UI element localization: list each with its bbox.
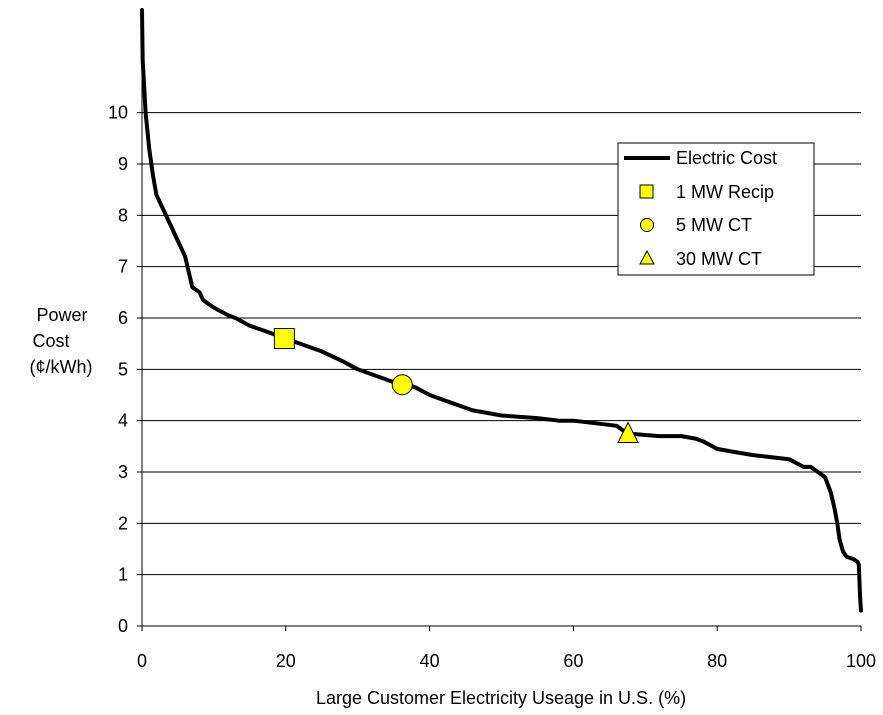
marker-5-mw-ct	[391, 374, 413, 396]
legend-square-marker	[639, 184, 654, 199]
legend-label-1mw-recip: 1 MW Recip	[676, 182, 774, 202]
marker-30-mw-ct	[617, 421, 639, 443]
y-axis-title-line-1: Power	[36, 305, 87, 325]
legend-label-electric-cost: Electric Cost	[676, 148, 777, 168]
y-tick-label-1: 1	[118, 565, 128, 585]
markers	[273, 328, 639, 443]
y-tick-label-6: 6	[118, 308, 128, 328]
legend-circle-marker	[640, 218, 654, 232]
legend-label-30mw-ct: 30 MW CT	[676, 249, 762, 269]
x-tick-label-40: 40	[420, 651, 440, 671]
y-tick-label-5: 5	[118, 359, 128, 379]
y-axis-ticks: 0 1 2 3 4 5 6 7 8 9 10	[108, 103, 142, 636]
x-axis-ticks: 0 20 40 60 80 100	[137, 626, 876, 671]
y-tick-label-7: 7	[118, 257, 128, 277]
legend-label-5mw-ct: 5 MW CT	[676, 215, 752, 235]
x-tick-label-80: 80	[707, 651, 727, 671]
legend-box	[617, 142, 815, 276]
series-line-electric-cost	[140, 8, 863, 613]
y-tick-label-10: 10	[108, 103, 128, 123]
y-axis-title-line-3: (¢/kWh)	[30, 357, 93, 377]
y-tick-label-8: 8	[118, 205, 128, 225]
y-tick-label-9: 9	[118, 154, 128, 174]
x-tick-label-0: 0	[137, 651, 147, 671]
y-tick-label-2: 2	[118, 513, 128, 533]
y-tick-label-0: 0	[118, 616, 128, 636]
y-axis-title-line-2: Cost	[32, 331, 69, 351]
x-tick-label-60: 60	[563, 651, 583, 671]
x-tick-label-100: 100	[846, 651, 876, 671]
x-tick-label-20: 20	[276, 651, 296, 671]
y-tick-label-4: 4	[118, 411, 128, 431]
marker-1-mw-recip	[273, 328, 295, 350]
x-axis-title: Large Customer Electricity Useage in U.S…	[316, 688, 686, 708]
legend-triangle-marker	[639, 249, 655, 265]
y-tick-label-3: 3	[118, 462, 128, 482]
gridlines	[142, 112, 861, 576]
legend: Electric Cost 1 MW Recip 5 MW CT 30 MW C…	[617, 142, 815, 276]
